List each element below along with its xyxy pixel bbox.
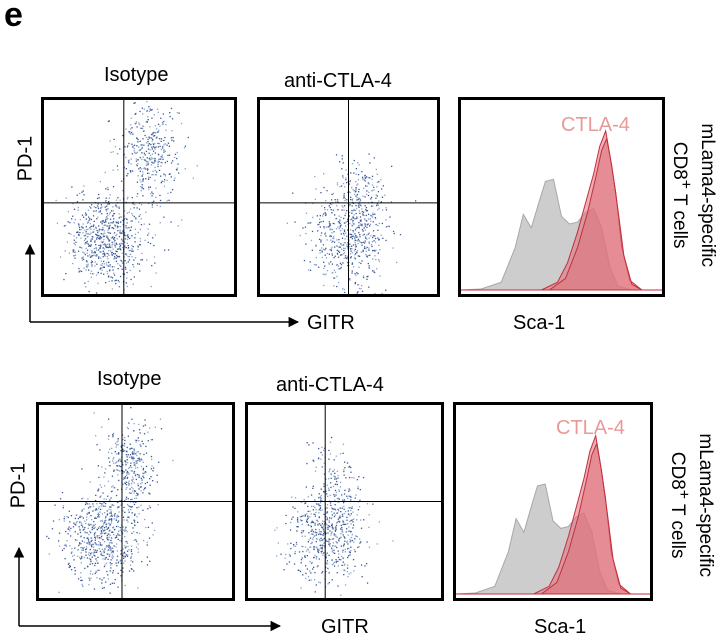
scatter-svg [44, 100, 234, 294]
histogram-svg [456, 433, 650, 595]
scatter-svg [248, 405, 441, 598]
x-axis-label: GITR [307, 312, 355, 334]
scatter-svg [39, 405, 232, 598]
isotype-label: Isotype [104, 64, 169, 86]
anti-ctla4-label: anti-CTLA-4 [284, 70, 392, 92]
histogram-ctla4-replicate [456, 441, 650, 595]
histogram-ctla4-replicate [461, 136, 662, 291]
histogram-x-axis-label: Sca-1 [534, 616, 587, 638]
x-axis-label: GITR [321, 616, 369, 638]
histogram-x-axis-label: Sca-1 [513, 312, 566, 334]
histogram-legend-ctla4: CTLA-4 [556, 417, 625, 439]
scatter-plot-isotype [41, 97, 237, 297]
histogram-plot: CTLA-4 [453, 402, 653, 601]
dot-cloud [274, 436, 394, 596]
isotype-label: Isotype [97, 368, 162, 390]
histogram-plot: CTLA-4 [458, 97, 665, 297]
scatter-plot-isotype [36, 402, 235, 601]
histogram-legend-ctla4: CTLA-4 [561, 114, 630, 136]
scatter-plot-anti-ctla4 [245, 402, 444, 601]
dot-cloud [46, 407, 174, 594]
dot-cloud [55, 101, 198, 294]
histogram-svg [461, 129, 662, 291]
anti-ctla4-label: anti-CTLA-4 [276, 374, 384, 396]
scatter-plot-anti-ctla4 [257, 97, 440, 297]
scatter-svg [260, 100, 437, 294]
panel-letter: e [4, 0, 23, 34]
